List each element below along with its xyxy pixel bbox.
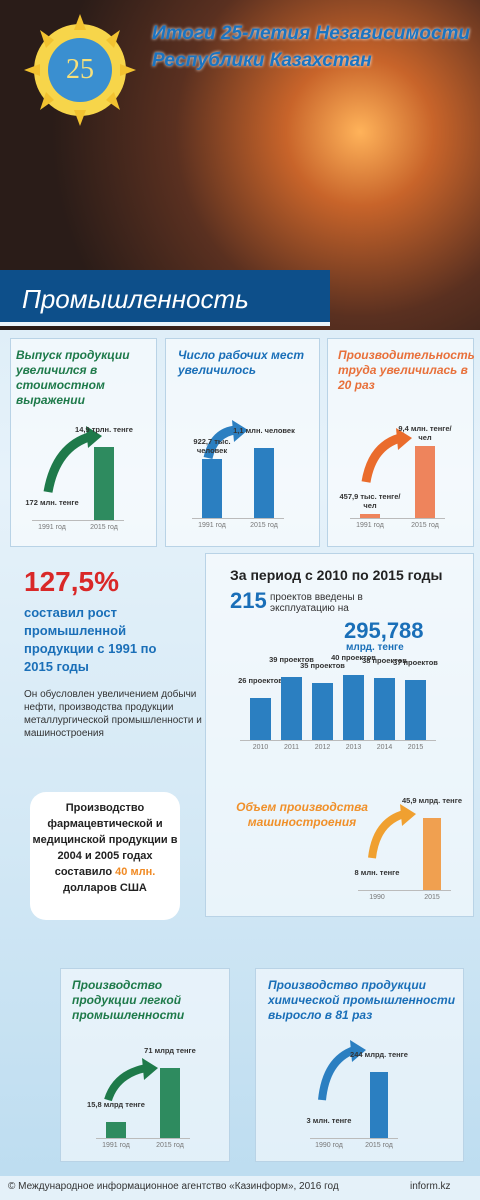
x-tick-label: 1991 год	[356, 522, 384, 529]
projects-sum: 295,788	[344, 618, 424, 643]
value-label: 3 млн. тенге	[306, 1115, 352, 1125]
pharma-box: Производство фармацевтической и медицинс…	[30, 792, 180, 920]
value-label: 1,1 млн. человек	[233, 426, 295, 435]
value-label: 45,9 млрд. тенге	[402, 796, 462, 805]
x-tick-label: 2015 год	[156, 1142, 184, 1149]
bar	[160, 1068, 180, 1138]
bar	[254, 448, 274, 518]
baseline	[192, 518, 284, 519]
growth-text: составил рост промышленной продукции с 1…	[24, 605, 157, 674]
bar	[423, 818, 441, 890]
value-label: 38 проектов	[362, 656, 407, 666]
pharma-text: долларов США	[63, 882, 147, 894]
baseline	[240, 740, 436, 741]
growth-note: Он обусловлен увеличением добычи нефти, …	[24, 689, 202, 739]
section-title: Промышленность	[22, 284, 249, 314]
baseline	[350, 518, 445, 519]
value-label: 26 проектов	[238, 675, 283, 685]
chart-title: Производительность труда увеличилась в 2…	[338, 348, 475, 392]
baseline	[310, 1138, 398, 1139]
bar	[281, 676, 302, 740]
value-label: 71 млрд тенге	[144, 1046, 196, 1055]
bar	[106, 1122, 126, 1138]
chart-title: Производство продукции химической промыш…	[268, 978, 456, 1022]
growth-value: 127,5%	[24, 566, 119, 597]
x-tick-label: 1991 год	[102, 1142, 130, 1149]
chart-title: Производство продукции легкой промышленн…	[72, 978, 185, 1022]
chart-title: Объем производства машиностроения	[236, 800, 368, 829]
hero-decor	[0, 14, 330, 326]
bar	[312, 683, 333, 740]
projects-period: За период с 2010 по 2015 годы	[230, 567, 443, 583]
x-tick-label: 1990	[369, 894, 385, 901]
baseline	[96, 1138, 190, 1139]
x-tick-label: 1990 год	[315, 1142, 343, 1149]
value-label: 172 млн. тенге	[25, 497, 79, 507]
value-label: 14,9 трлн. тенге	[75, 425, 133, 434]
page-title: Итоги 25-летия Независимости Республики …	[152, 23, 471, 71]
value-label: 244 млрд. тенге	[350, 1050, 408, 1059]
value-label: 922,7 тыс. человек	[193, 437, 231, 456]
value-label: 40 проектов	[331, 653, 376, 662]
bar	[250, 697, 271, 740]
bar	[360, 514, 380, 518]
bar	[415, 446, 435, 518]
x-tick-label: 2012	[314, 744, 331, 751]
x-tick-label: 2010	[252, 744, 269, 751]
value-label: 39 проектов	[269, 654, 314, 664]
bar	[405, 679, 426, 740]
bar	[370, 1072, 388, 1138]
x-tick-label: 2014	[376, 744, 393, 751]
value-label: 9,4 млн. тенге/чел	[398, 424, 452, 442]
x-tick-label: 2015 год	[365, 1142, 393, 1149]
copyright: © Международное информационное агентство…	[8, 1181, 339, 1192]
projects-count: 215	[230, 588, 267, 613]
x-tick-label: 2015 год	[411, 522, 439, 529]
pharma-highlight: 40 млн.	[115, 866, 156, 878]
projects-text: проектов введены в эксплуатацию на	[270, 592, 363, 614]
baseline	[358, 890, 451, 891]
card	[165, 338, 320, 547]
projects-sum-unit: млрд. тенге	[346, 642, 404, 653]
value-label: 37 проектов	[393, 657, 438, 667]
bar	[94, 447, 114, 520]
chart-title: Выпуск продукции увеличился в стоимостно…	[16, 348, 130, 407]
x-tick-label: 2015	[407, 744, 424, 751]
bar	[343, 675, 364, 740]
chart-title: Число рабочих мест увеличилось	[178, 348, 305, 377]
value-label: 15,8 млрд тенге	[87, 1100, 145, 1110]
value-label: 8 млн. тенге	[354, 867, 400, 877]
x-tick-label: 1991 год	[38, 524, 66, 531]
footer-bar	[0, 1176, 480, 1200]
x-tick-label: 2015 год	[90, 524, 118, 531]
x-tick-label: 2011	[283, 744, 300, 751]
x-tick-label: 2015 год	[250, 522, 278, 529]
value-label: 457,9 тыс. тенге/чел	[339, 492, 401, 511]
site: inform.kz	[410, 1181, 451, 1192]
pharma-text: Производство фармацевтической и медицинс…	[32, 802, 178, 878]
bar	[202, 459, 222, 518]
x-tick-label: 2013	[345, 744, 362, 751]
badge: 25	[66, 54, 94, 85]
value-label: 35 проектов	[300, 661, 345, 671]
baseline	[32, 520, 124, 521]
x-tick-label: 1991 год	[198, 522, 226, 529]
bar	[374, 678, 395, 740]
card	[255, 968, 464, 1162]
x-tick-label: 2015	[424, 894, 440, 901]
